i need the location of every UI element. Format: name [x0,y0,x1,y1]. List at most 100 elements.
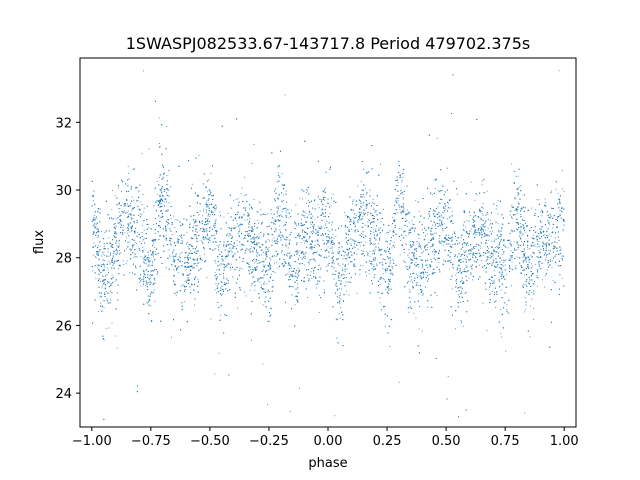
data-point [519,232,521,234]
data-point [530,305,532,307]
data-point [389,230,391,232]
data-point [212,211,214,213]
data-point [125,237,127,239]
data-point [261,254,263,256]
data-point [388,248,390,250]
data-point [510,210,512,212]
data-point [258,254,260,256]
data-point [376,235,378,237]
data-point [166,125,168,127]
data-point [429,263,431,265]
data-point [309,226,311,228]
data-point [536,240,538,242]
data-point [434,188,436,190]
data-point [252,271,254,273]
data-point [140,285,142,287]
data-point [435,252,437,254]
data-point [215,283,217,285]
data-point [273,222,275,224]
data-point [422,250,424,252]
data-point [408,265,410,267]
data-point [271,256,273,258]
data-point [265,283,267,285]
data-point [459,269,461,271]
data-point [422,277,424,279]
data-point [295,204,297,206]
data-point [528,281,530,283]
data-point [129,272,131,274]
data-point [148,227,150,229]
data-point [437,206,439,208]
data-point [195,262,197,264]
data-point [482,302,484,304]
data-point [492,291,494,293]
data-point [472,248,474,250]
data-point [156,181,158,183]
data-point [229,247,231,249]
data-point [413,312,415,314]
data-point [318,243,320,245]
data-point [516,228,518,230]
data-point [251,163,253,165]
data-point [442,244,444,246]
data-point [390,270,392,272]
data-point [494,238,496,240]
data-point [527,256,529,258]
data-point [414,230,416,232]
data-point [382,273,384,275]
data-point [142,284,144,286]
data-point [517,175,519,177]
data-point [473,260,475,262]
data-point [93,242,95,244]
data-point [471,248,473,250]
data-point [397,197,399,199]
data-point [209,193,211,195]
data-point [282,194,284,196]
data-point [146,289,148,291]
data-point [495,306,497,308]
data-point [561,277,563,279]
data-point [92,225,94,227]
data-point [297,283,299,285]
data-point [509,258,511,259]
data-point [372,250,374,252]
data-point [316,243,318,245]
data-point [465,220,467,222]
data-point [191,283,193,285]
data-point [323,292,325,294]
data-point [230,230,232,232]
data-point [375,235,377,236]
data-point [333,238,335,240]
data-point [296,225,298,227]
data-point [324,224,326,226]
data-point [418,293,420,295]
data-point [210,172,212,174]
data-point [260,284,262,286]
data-point [188,262,190,264]
data-point [180,236,182,238]
data-point [115,225,117,227]
data-point [562,229,564,231]
data-point [131,196,133,198]
data-point [465,226,467,228]
data-point [271,239,273,241]
data-point [235,226,237,228]
data-point [409,244,411,246]
data-point [252,229,254,231]
data-point [165,234,167,236]
data-point [506,308,508,310]
data-point [550,242,552,244]
data-point [466,291,468,293]
data-point [547,235,549,237]
data-point [364,188,366,190]
data-point [484,229,486,231]
data-point [522,262,524,264]
data-point [332,255,334,257]
data-point [188,257,190,259]
data-point [227,253,229,255]
data-point [401,205,403,207]
data-point [498,266,500,268]
data-point [105,327,107,329]
data-point [475,234,477,236]
data-point [149,279,151,281]
